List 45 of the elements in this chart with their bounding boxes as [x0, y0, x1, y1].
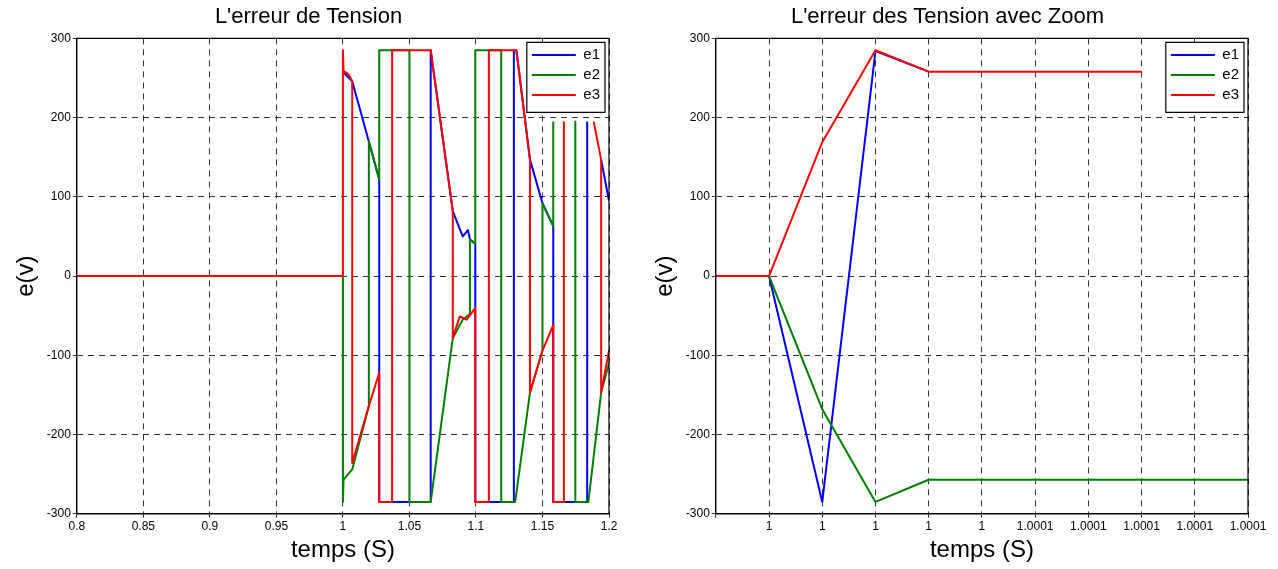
x-tick-label: 1.0001 — [1016, 519, 1054, 534]
y-tick-label: -100 — [685, 347, 711, 362]
x-tick-label: 0.85 — [131, 519, 156, 534]
x-tick-label: 1 — [925, 519, 933, 534]
x-tick-label: 1 — [765, 519, 773, 534]
legend-label: e3 — [583, 85, 600, 103]
x-tick-label: 1 — [818, 519, 826, 534]
y-tick-label: -200 — [46, 426, 72, 441]
x-tick-label: 0.95 — [264, 519, 289, 534]
y-tick-label: 100 — [50, 189, 72, 204]
x-tick-label: 0.8 — [68, 519, 86, 534]
y-tick-label: -100 — [46, 347, 72, 362]
x-tick-label: 1 — [978, 519, 986, 534]
legend-label: e1 — [1222, 45, 1239, 63]
chart-title: L'erreur de Tension — [214, 3, 403, 29]
y-tick-label: 0 — [703, 268, 711, 283]
x-tick-label: 1.0001 — [1069, 519, 1108, 534]
legend-label: e1 — [583, 45, 600, 63]
y-axis-title: e(v) — [650, 255, 678, 297]
x-tick-label: 1.05 — [397, 519, 422, 534]
y-tick-label: 0 — [64, 268, 72, 283]
x-tick-label: 1.1 — [467, 519, 485, 534]
legend-label: e2 — [1222, 65, 1239, 83]
x-tick-label: 1.0001 — [1123, 519, 1161, 534]
y-tick-label: -300 — [685, 506, 711, 521]
legend-label: e2 — [583, 65, 600, 83]
x-axis-title: temps (S) — [290, 535, 395, 563]
chart-title: L'erreur des Tension avec Zoom — [790, 3, 1105, 29]
x-axis-title: temps (S) — [929, 535, 1034, 563]
x-tick-label: 1.15 — [530, 519, 555, 534]
x-tick-label: 1.0001 — [1176, 519, 1214, 534]
x-tick-label: 1 — [872, 519, 880, 534]
y-tick-label: 300 — [689, 30, 711, 45]
y-tick-label: 200 — [50, 109, 72, 124]
y-tick-label: -200 — [685, 426, 711, 441]
x-tick-label: 1.2 — [600, 519, 618, 534]
x-tick-label: 0.9 — [201, 519, 219, 534]
y-tick-label: 100 — [689, 189, 711, 204]
x-tick-label: 1 — [339, 519, 347, 534]
y-tick-label: 300 — [50, 30, 72, 45]
y-axis-title: e(v) — [11, 255, 39, 297]
x-tick-label: 1.0001 — [1229, 519, 1267, 534]
legend-label: e3 — [1222, 85, 1239, 103]
y-tick-label: -300 — [46, 506, 72, 521]
y-tick-label: 200 — [689, 109, 711, 124]
